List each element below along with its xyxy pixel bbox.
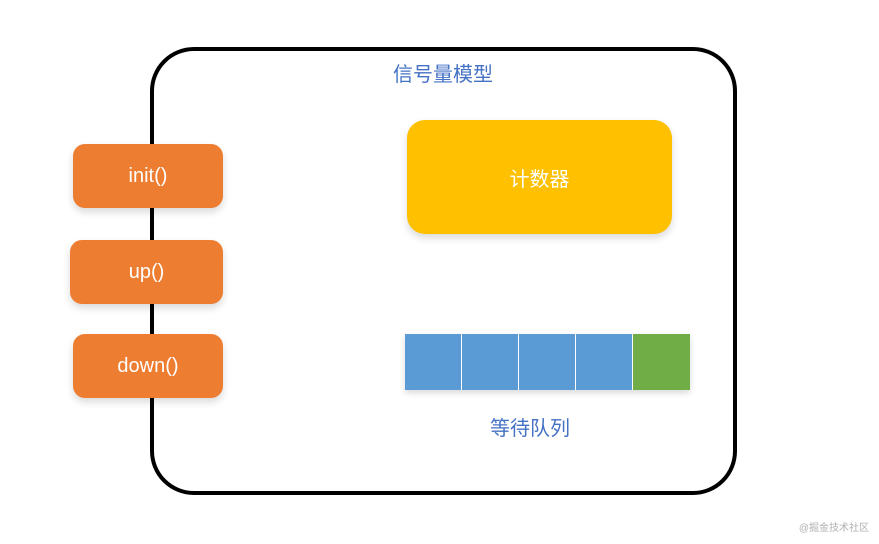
method-up: up() [70,240,223,304]
queue-cell [576,334,633,390]
queue-cell [462,334,519,390]
waiting-queue [405,334,690,390]
semaphore-container [150,47,737,495]
watermark: @掘金技术社区 [799,519,869,534]
queue-cell [633,334,690,390]
diagram-title: 信号量模型 [393,58,493,87]
queue-cell [405,334,462,390]
queue-label: 等待队列 [490,412,570,441]
method-down: down() [73,334,223,398]
queue-cell [519,334,576,390]
method-init: init() [73,144,223,208]
counter-box: 计数器 [407,120,672,234]
